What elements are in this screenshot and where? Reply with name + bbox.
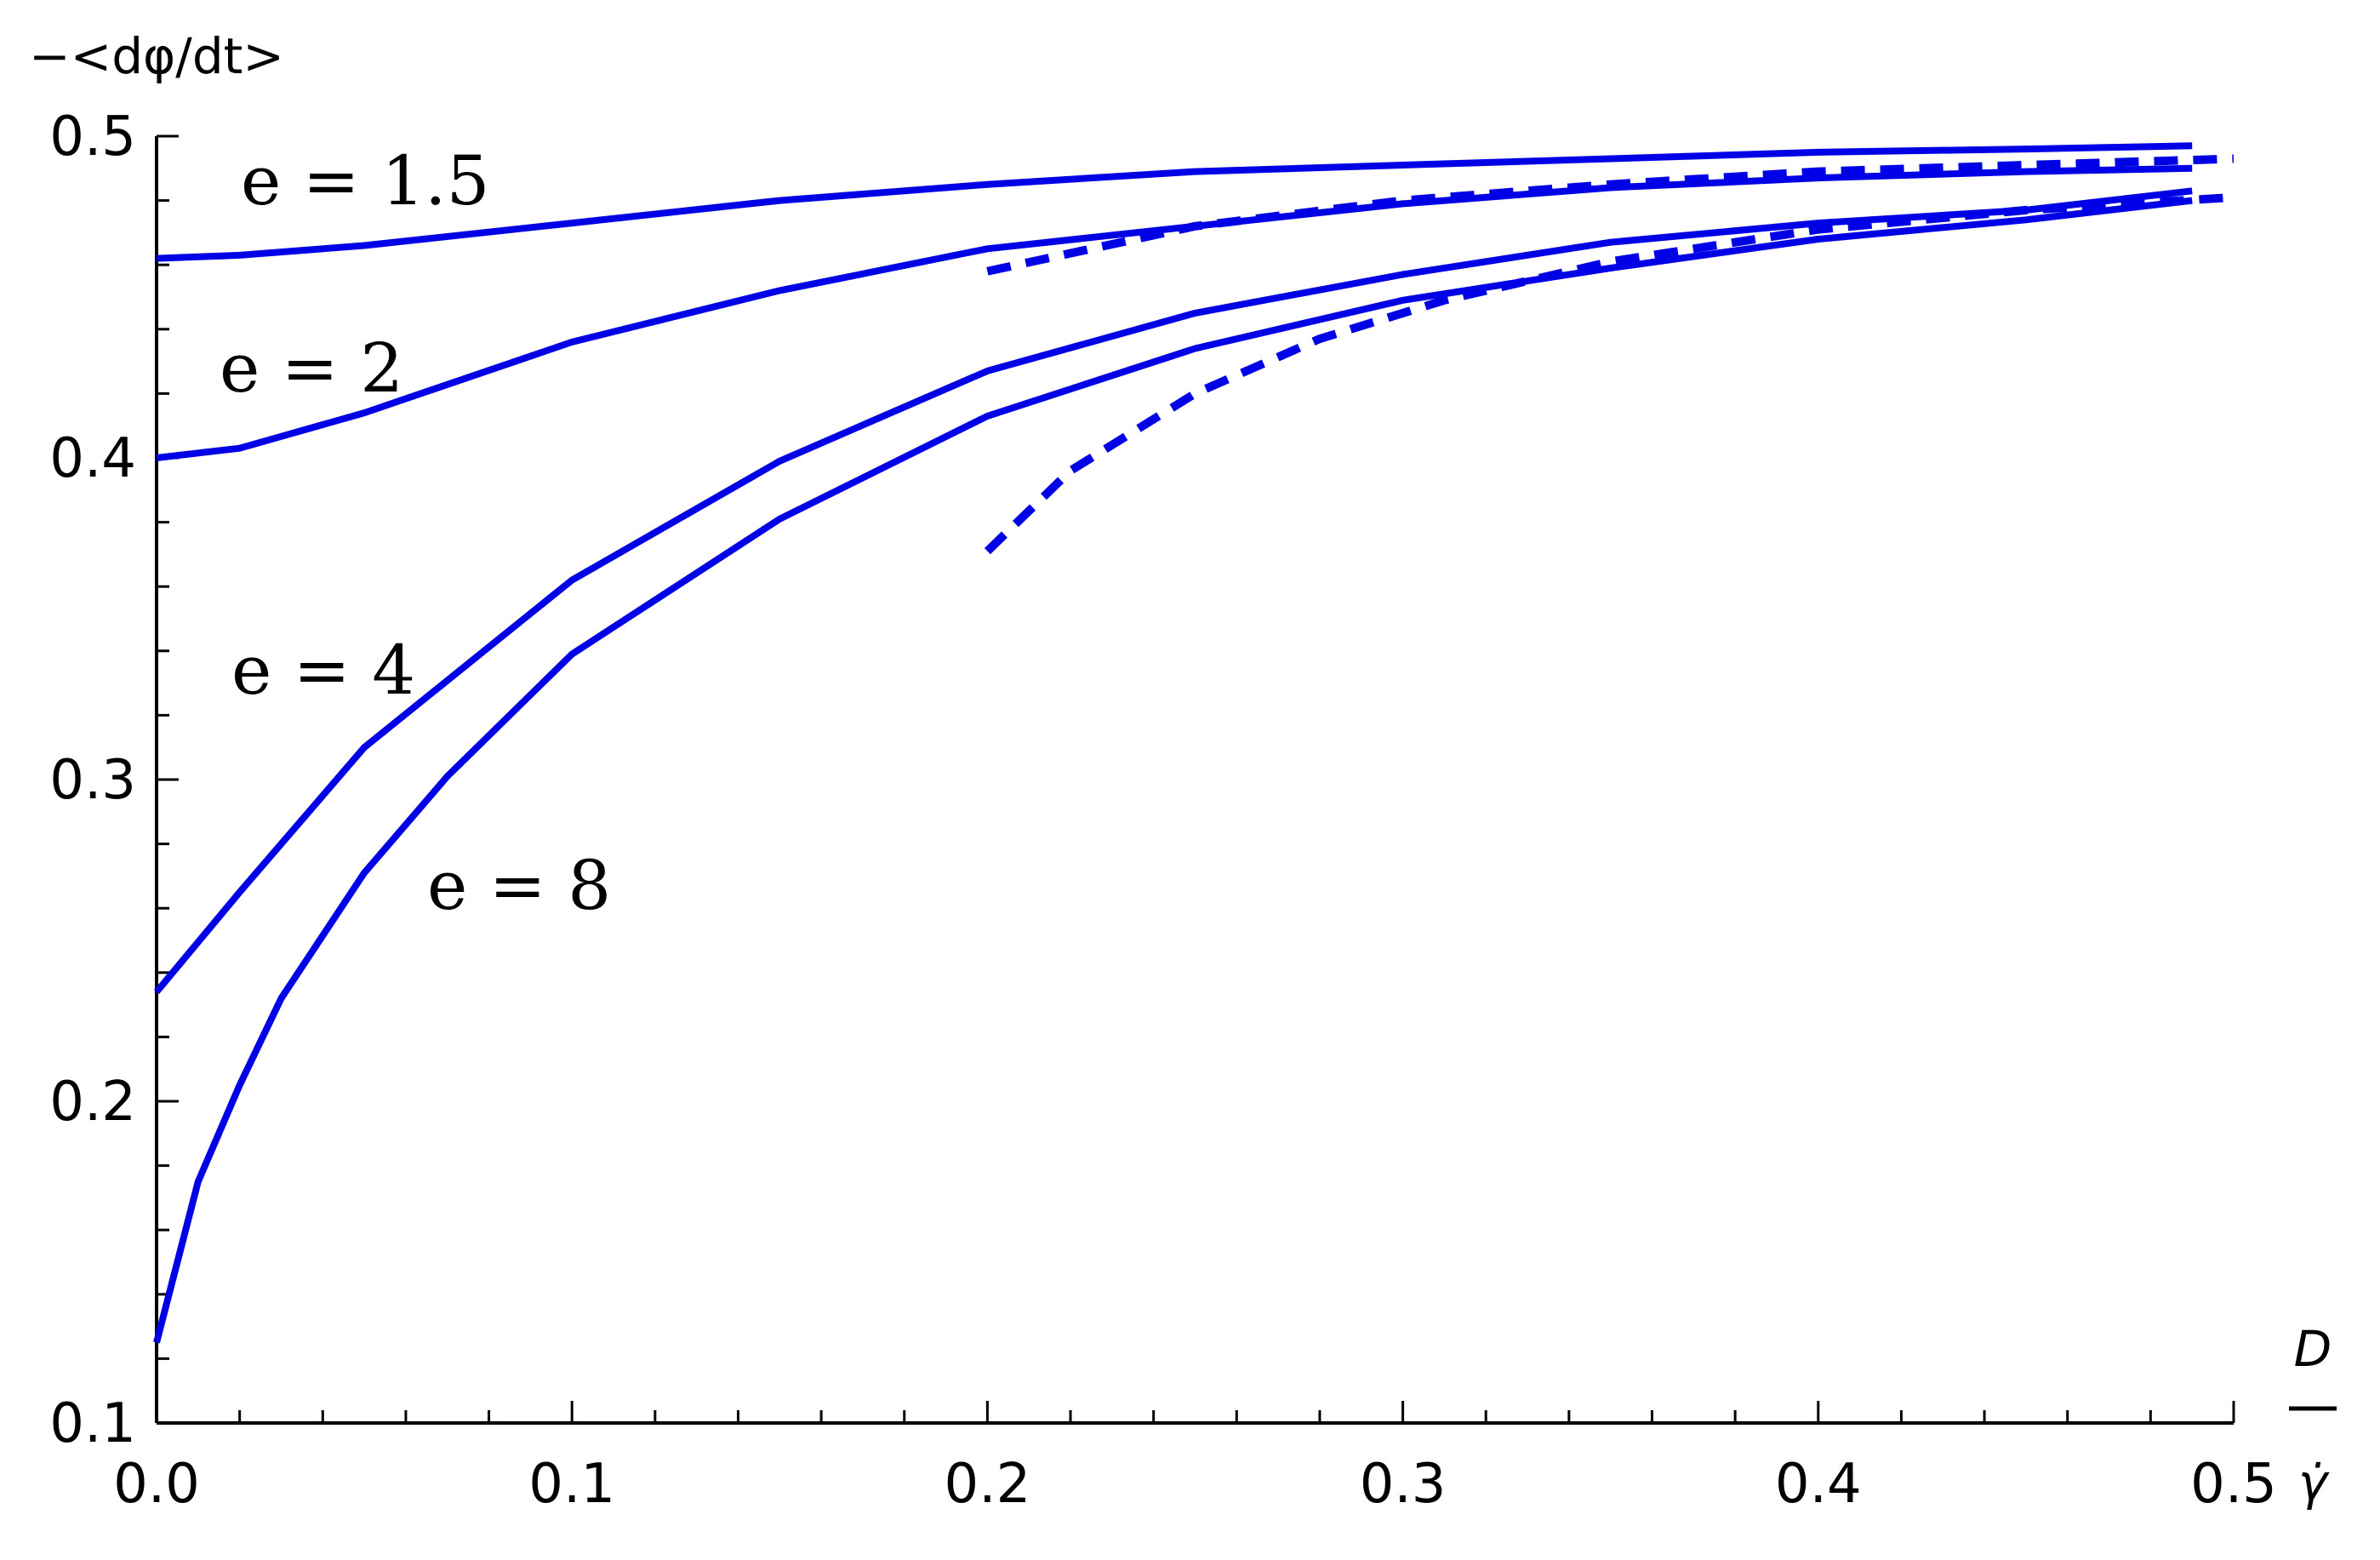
x-axis-title-numerator: D (2294, 1320, 2332, 1378)
y-tick-label: 0.2 (49, 1071, 136, 1134)
curve-label-e-4: e = 4 (231, 631, 415, 710)
x-tick-label: 0.5 (2190, 1453, 2277, 1516)
axes: 0.0 0.1 0.2 0.3 0.4 0.5 0.10.20.30.40.5 (49, 106, 2277, 1516)
x-tick-label: 0.0 (113, 1453, 200, 1516)
x-tick-labels: 0.0 0.1 0.2 0.3 0.4 0.5 (113, 1453, 2277, 1516)
series-lines (153, 142, 2234, 1344)
solid-series-line-0 (156, 142, 2193, 262)
x-axis-title: D γ̇ (2289, 1320, 2337, 1511)
x-tick-label: 0.2 (945, 1453, 1031, 1516)
x-tick-label: 0.4 (1775, 1453, 1862, 1516)
curve-label-e-2: e = 2 (220, 329, 403, 408)
x-axis-title-denominator: γ̇ (2298, 1454, 2330, 1511)
dashed-series-line-5 (984, 192, 2234, 555)
y-tick-label: 0.5 (49, 106, 136, 169)
x-tick-label: 0.3 (1360, 1453, 1447, 1516)
y-tick-marks (157, 134, 179, 1425)
solid-series-line-3 (153, 197, 2193, 1344)
curve-label-e-1-5: e = 1.5 (241, 141, 489, 220)
y-tick-label: 0.3 (49, 749, 136, 812)
y-tick-labels: 0.1 0.2 0.3 0.4 0.5 (49, 106, 136, 1455)
y-tick-label: 0.1 (49, 1392, 136, 1455)
solid-series-line-2 (153, 187, 2193, 995)
x-tick-marks (155, 1401, 2235, 1423)
y-axis-title: −<dφ/dt> (29, 27, 284, 85)
y-tick-label: 0.4 (49, 427, 136, 490)
solid-series-line-1 (156, 164, 2193, 461)
dashed-series-line-4 (986, 154, 2234, 276)
curve-label-e-8: e = 8 (427, 846, 611, 925)
x-tick-label: 0.1 (528, 1453, 615, 1516)
